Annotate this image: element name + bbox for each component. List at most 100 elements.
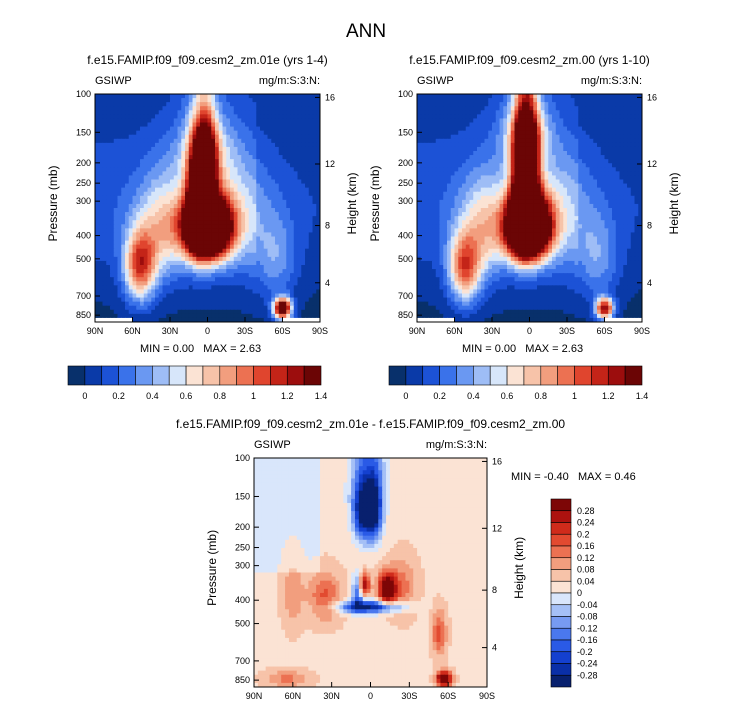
field-cell: [290, 118, 295, 124]
field-cell: [435, 118, 441, 124]
field-cell: [634, 134, 639, 140]
field-cell: [158, 146, 164, 152]
field-cell: [612, 130, 617, 136]
field-cell: [305, 171, 310, 177]
field-cell: [447, 199, 452, 205]
field-cell: [162, 94, 167, 99]
field-cell: [117, 208, 122, 213]
field-cell: [132, 212, 137, 217]
field-cell: [271, 265, 276, 270]
field-cell: [301, 114, 306, 120]
field-cell: [106, 134, 111, 140]
field-cell: [316, 220, 320, 225]
field-cell: [574, 94, 579, 99]
field-cell: [188, 216, 194, 221]
field-cell: [297, 98, 302, 103]
field-cell: [170, 260, 175, 266]
field-cell: [615, 142, 621, 148]
field-cell: [450, 118, 456, 124]
field-cell: [533, 142, 538, 148]
field-cell: [215, 277, 220, 282]
field-cell: [593, 118, 598, 124]
field-cell: [245, 269, 250, 274]
field-cell: [282, 167, 287, 172]
field-cell: [222, 114, 227, 120]
field-cell: [155, 94, 160, 99]
field-cell: [312, 175, 317, 181]
field-cell: [420, 114, 426, 120]
field-cell: [432, 183, 437, 189]
field-cell: [275, 305, 280, 311]
field-cell: [256, 171, 261, 177]
field-cell: [316, 102, 320, 107]
field-cell: [215, 313, 220, 319]
field-cell: [559, 110, 564, 115]
field-cell: [98, 126, 104, 132]
field-cell: [503, 94, 508, 99]
field-cell: [233, 208, 239, 213]
field-cell: [173, 309, 179, 315]
field-cell: [290, 281, 295, 286]
field-cell: [480, 151, 486, 156]
field-cell: [492, 130, 497, 136]
field-cell: [548, 134, 553, 140]
field-cell: [252, 114, 257, 120]
field-cell: [128, 187, 134, 193]
field-cell: [477, 199, 482, 205]
field-cell: [450, 138, 456, 144]
field-cell: [162, 171, 167, 177]
field-cell: [597, 130, 602, 136]
field-cell: [518, 94, 523, 99]
field-cell: [638, 110, 642, 115]
field-cell: [305, 106, 310, 111]
field-cell: [510, 138, 516, 144]
field-cell: [420, 187, 426, 193]
field-cell: [548, 114, 553, 120]
field-cell: [260, 281, 265, 286]
field-cell: [533, 114, 538, 120]
field-cell: [570, 94, 576, 99]
field-cell: [192, 195, 197, 201]
field-cell: [218, 183, 224, 189]
field-cell: [226, 289, 231, 295]
field-cell: [200, 118, 205, 124]
field-cell: [155, 114, 160, 120]
field-cell: [117, 102, 122, 107]
field-cell: [308, 98, 314, 103]
field-cell: [121, 297, 126, 303]
field-cell: [473, 183, 478, 189]
field-cell: [256, 126, 261, 132]
field-cell: [192, 98, 197, 103]
field-cell: [102, 285, 107, 291]
field-cell: [308, 187, 314, 193]
field-cell: [196, 240, 201, 246]
field-cell: [102, 118, 107, 124]
field-cell: [597, 98, 602, 103]
field-cell: [297, 191, 302, 197]
field-cell: [185, 203, 190, 209]
field-cell: [98, 289, 104, 295]
field-cell: [233, 102, 239, 107]
field-cell: [525, 187, 531, 193]
field-cell: [271, 285, 276, 291]
field-cell: [207, 179, 212, 185]
field-cell: [188, 175, 194, 181]
field-cell: [207, 138, 212, 144]
field-cell: [98, 146, 104, 152]
field-cell: [574, 110, 579, 115]
field-cell: [477, 171, 482, 177]
field-cell: [477, 167, 482, 172]
field-cell: [241, 102, 246, 107]
field-cell: [207, 297, 212, 303]
field-cell: [417, 167, 422, 172]
field-cell: [308, 142, 314, 148]
field-cell: [143, 248, 149, 254]
field-cell: [147, 313, 152, 319]
field-cell: [177, 265, 182, 270]
field-cell: [196, 244, 201, 250]
field-cell: [469, 151, 474, 156]
field-cell: [417, 183, 422, 189]
field-cell: [226, 240, 231, 246]
field-cell: [248, 224, 254, 229]
field-cell: [282, 269, 287, 274]
